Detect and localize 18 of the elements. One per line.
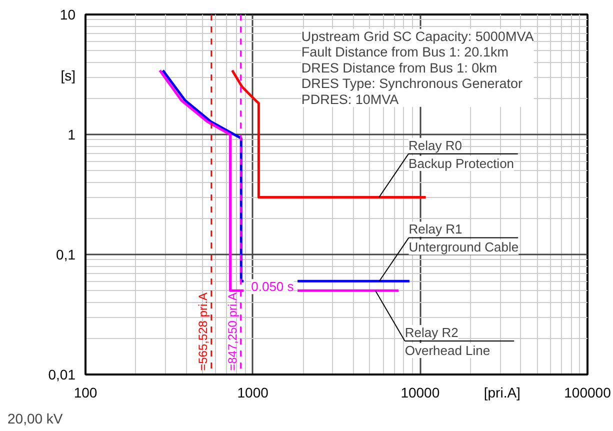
y-tick-label: 1 [68, 126, 76, 142]
y-tick-label: 0,1 [56, 246, 76, 262]
x-tick-label: 100 [74, 384, 98, 400]
x-tick-label: 100000 [564, 384, 612, 400]
annotation: Relay R0 Backup Protection [408, 138, 514, 171]
annotation: 0.050 s [251, 279, 294, 294]
y-axis-title: [s] [60, 68, 76, 84]
annotation: Upstream Grid SC Capacity: 5000MVA Fault Distance from Bus 1: 20.1km DRES Distance from Bus 1: 0km DRES Type: Synchronous Generator PDRES: 10MVA [301, 28, 534, 107]
ref-line-label: =847,250 pri.A [225, 292, 240, 371]
x-axis-title: [pri.A] [484, 384, 520, 400]
y-tick-label: 10 [60, 6, 76, 22]
y-tick-label: 0,01 [48, 366, 76, 382]
ref-line-label: =565,528 pri.A [196, 292, 210, 371]
annotation: Relay R1 Unterground Cable [408, 222, 519, 255]
x-tick-label: 1000 [237, 384, 269, 400]
annotation: Relay R2 Overhead Line [404, 325, 490, 358]
x-tick-label: 10000 [400, 384, 440, 400]
text: 20,00 kV [8, 410, 64, 426]
